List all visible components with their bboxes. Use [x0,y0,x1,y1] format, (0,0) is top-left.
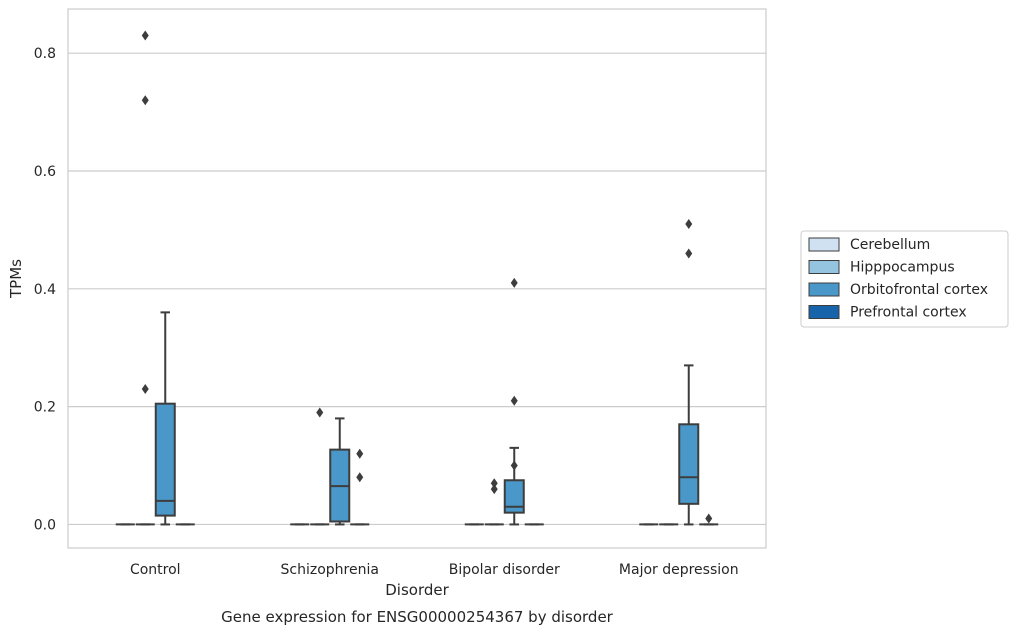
y-tick-label: 0.0 [34,517,56,533]
legend-label: Prefrontal cortex [850,305,967,321]
outlier-point [510,460,518,471]
legend-label: Cerebellum [850,237,930,253]
box-group [503,277,525,526]
legend-label: Hipppocampus [850,260,955,276]
y-tick-label: 0.2 [34,400,56,416]
box [503,479,525,514]
legend-swatch [808,305,840,319]
outlier-point [490,478,498,489]
y-axis-title: TPMs [7,259,25,299]
legend: Cerebellum Hipppocampus Orbitofrontal cort… [800,230,1009,328]
chart-caption: Gene expression for ENSG00000254367 by d… [221,608,614,626]
x-tick-label: Bipolar disorder [449,562,560,578]
box-plot-marks [115,30,719,526]
box-group [135,30,155,526]
x-axis-title: Disorder [385,581,449,599]
box [154,402,176,517]
y-tick-label: 0.6 [34,164,56,180]
box-group [699,513,719,526]
x-tick-label: Schizophrenia [281,562,379,578]
outlier-point [705,513,713,524]
legend-swatch [808,260,840,274]
legend-swatch [808,237,840,252]
plot-area: 0.0 0.2 0.4 0.6 0.8 Control Schizophrenia Bipo… [34,8,767,578]
box [678,423,700,505]
outlier-point [510,277,518,288]
box-group [350,448,370,526]
y-axis-tick-labels: 0.0 0.2 0.4 0.6 0.8 [34,46,56,533]
y-tick-label: 0.4 [34,282,56,298]
outlier-point [141,30,149,41]
plot-frame [67,8,767,549]
outlier-point [490,484,498,495]
x-tick-label: Major depression [619,562,739,578]
box-group [678,219,700,526]
outlier-point [685,219,693,230]
box-group [154,311,176,526]
box-group [484,478,504,526]
outlier-point [356,448,364,459]
legend-label: Orbitofrontal cortex [850,282,988,298]
outlier-point [685,248,693,259]
outlier-point [510,395,518,406]
outlier-point [141,383,149,394]
box-group [329,417,351,526]
x-tick-label: Control [130,562,181,578]
outlier-point [356,472,364,483]
outlier-point [316,407,324,418]
legend-swatch [808,282,840,297]
legend-frame [800,230,1009,328]
x-axis-tick-labels: Control Schizophrenia Bipolar disorder Majo… [130,562,739,578]
outlier-point [141,95,149,106]
y-tick-label: 0.8 [34,46,56,62]
box-group [310,407,330,526]
